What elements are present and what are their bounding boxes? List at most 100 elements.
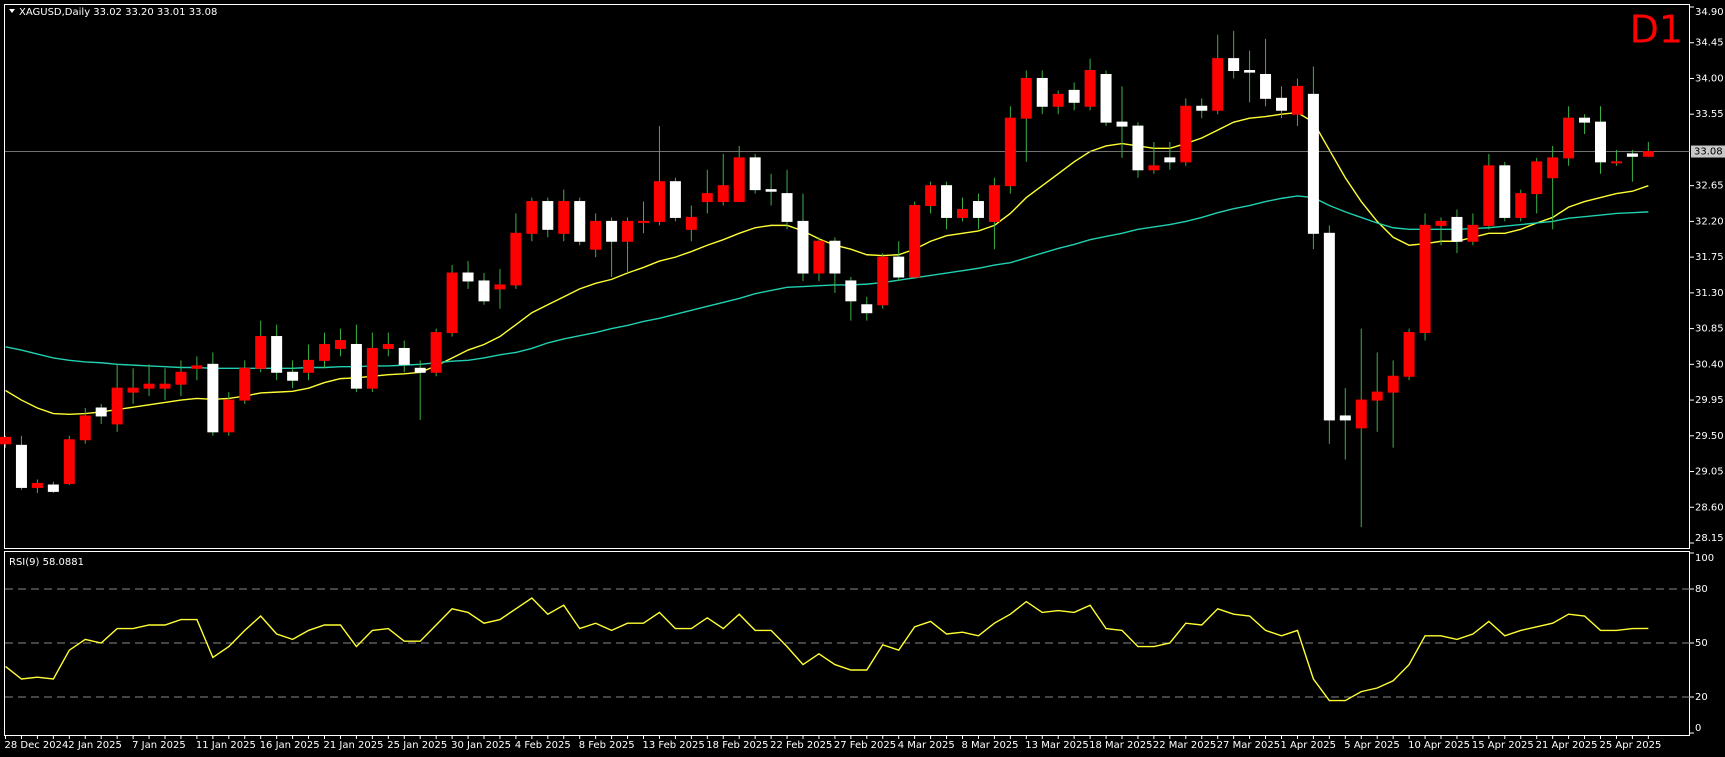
candle-body — [1132, 125, 1144, 171]
candle-body — [972, 201, 984, 218]
y-tick-label: 31.75 — [1695, 252, 1724, 263]
candle-body — [1180, 105, 1192, 163]
price-label-box — [1691, 145, 1725, 158]
candle-body — [845, 280, 857, 302]
x-tick-label: 8 Mar 2025 — [962, 740, 1019, 751]
candle-body — [79, 415, 91, 441]
y-tick-label: 30.40 — [1695, 359, 1724, 370]
rsi-line — [5, 597, 1649, 702]
y-tick-label: 20 — [1695, 692, 1708, 703]
candle-body — [925, 185, 937, 207]
candle-body — [1164, 157, 1176, 163]
candle-body — [1212, 58, 1224, 111]
candle-body — [271, 336, 283, 373]
candle-body — [1084, 70, 1096, 107]
y-tick-label: 100 — [1695, 553, 1714, 564]
candle-body — [239, 367, 251, 401]
x-tick-label: 10 Apr 2025 — [1408, 740, 1470, 751]
x-tick-label: 16 Jan 2025 — [260, 740, 320, 751]
candle-body — [334, 340, 346, 349]
candle-body — [749, 157, 761, 191]
candle-body — [1228, 58, 1240, 72]
candle-body — [669, 181, 681, 218]
candle-body — [1547, 157, 1559, 179]
y-tick-label: 0 — [1695, 723, 1701, 734]
x-tick-label: 1 Apr 2025 — [1281, 740, 1336, 751]
candle-body — [1148, 165, 1160, 171]
chart-title: XAGUSD,Daily 33.02 33.20 33.01 33.08 — [19, 7, 217, 18]
main-frame — [4, 4, 1690, 549]
y-tick-label: 28.15 — [1695, 533, 1724, 544]
x-tick-label: 25 Jan 2025 — [387, 740, 447, 751]
candle-body — [303, 359, 315, 373]
x-tick-label: 4 Feb 2025 — [515, 740, 571, 751]
candle-body — [622, 220, 634, 242]
y-tick-label: 29.05 — [1695, 467, 1724, 478]
candle-body — [701, 193, 713, 203]
candle-body — [191, 365, 203, 369]
candle-body — [1563, 117, 1575, 159]
x-tick-label: 5 Apr 2025 — [1344, 740, 1399, 751]
candle-body — [558, 201, 570, 234]
candle-body — [1196, 105, 1208, 111]
y-tick-label: 34.00 — [1695, 73, 1724, 84]
x-tick-label: 4 Mar 2025 — [898, 740, 955, 751]
candle-body — [63, 439, 75, 484]
candle-body — [988, 185, 1000, 222]
candle-body — [1515, 193, 1527, 218]
candle-body — [542, 201, 554, 230]
y-tick-label: 34.90 — [1695, 7, 1724, 18]
candle-body — [1307, 93, 1319, 234]
candle-body — [638, 220, 649, 223]
candle-body — [1260, 73, 1272, 99]
candle-body — [143, 383, 155, 389]
candle-body — [382, 343, 394, 349]
candle-body — [1100, 73, 1112, 123]
candle-body — [414, 367, 426, 373]
candle-body — [1323, 232, 1335, 421]
candle-body — [909, 205, 921, 278]
candle-body — [1355, 399, 1367, 429]
candle-body — [1116, 121, 1128, 127]
y-tick-label: 32.20 — [1695, 216, 1724, 227]
y-tick-label: 32.65 — [1695, 181, 1724, 192]
candle-body — [47, 484, 59, 492]
candle-body — [1451, 216, 1463, 242]
candle-body — [1642, 151, 1654, 157]
x-tick-label: 11 Jan 2025 — [196, 740, 256, 751]
candle-body — [1419, 224, 1431, 334]
x-tick-label: 22 Feb 2025 — [770, 740, 832, 751]
candle-body — [813, 240, 825, 274]
x-tick-label: 13 Mar 2025 — [1025, 740, 1088, 751]
x-tick-label: 27 Mar 2025 — [1217, 740, 1280, 751]
candle-body — [1036, 77, 1048, 107]
candle-body — [446, 272, 458, 334]
candle-body — [781, 193, 793, 222]
x-tick-label: 18 Mar 2025 — [1089, 740, 1152, 751]
x-tick-label: 25 Apr 2025 — [1600, 740, 1662, 751]
candle-body — [494, 284, 506, 290]
x-tick-label: 7 Jan 2025 — [132, 740, 186, 751]
candle-body — [287, 371, 299, 381]
candle-body — [462, 272, 474, 282]
candle-body — [159, 383, 171, 389]
candle-body — [1004, 117, 1016, 187]
x-tick-label: 27 Feb 2025 — [834, 740, 896, 751]
x-tick-label: 8 Feb 2025 — [579, 740, 635, 751]
x-tick-label: 28 Dec 2024 — [5, 740, 69, 751]
moving-average — [5, 111, 1649, 416]
candle-body — [223, 399, 235, 433]
candle-body — [1020, 77, 1032, 119]
candle-body — [1291, 85, 1303, 115]
y-tick-label: 29.95 — [1695, 395, 1724, 406]
candle-body — [350, 343, 362, 389]
candle-body — [1371, 391, 1383, 401]
candle-body — [175, 371, 187, 385]
candle-body — [1244, 70, 1256, 73]
candle-body — [0, 436, 11, 445]
candle-body — [1467, 224, 1479, 242]
candle-body — [590, 220, 602, 250]
candle-body — [861, 304, 873, 314]
x-tick-label: 30 Jan 2025 — [451, 740, 511, 751]
candle-body — [111, 387, 123, 425]
